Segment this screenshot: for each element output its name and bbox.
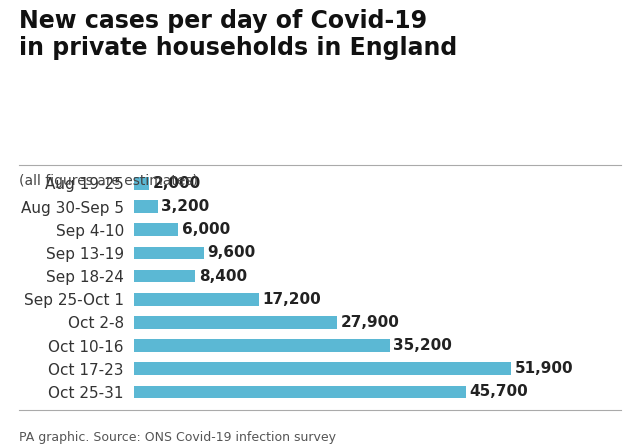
Text: 27,900: 27,900	[340, 315, 399, 330]
Bar	[134, 177, 149, 190]
Text: New cases per day of Covid-19
in private households in England: New cases per day of Covid-19 in private…	[19, 9, 458, 60]
Bar	[134, 223, 178, 236]
Text: 45,700: 45,700	[470, 384, 528, 400]
Bar	[134, 363, 511, 375]
Text: 2,000: 2,000	[152, 176, 201, 191]
Bar	[134, 386, 466, 398]
Bar	[134, 293, 259, 306]
Text: 8,400: 8,400	[199, 268, 247, 284]
Text: 9,600: 9,600	[207, 245, 256, 260]
Bar	[134, 200, 157, 213]
Text: 3,200: 3,200	[161, 199, 209, 214]
Bar	[134, 316, 337, 329]
Text: (all figures are estimates): (all figures are estimates)	[19, 174, 198, 188]
Bar	[134, 270, 195, 282]
Text: PA graphic. Source: ONS Covid-19 infection survey: PA graphic. Source: ONS Covid-19 infecti…	[19, 431, 336, 444]
Bar	[134, 339, 390, 352]
Text: 17,200: 17,200	[263, 292, 321, 307]
Text: 35,200: 35,200	[394, 338, 452, 353]
Text: 6,000: 6,000	[182, 222, 230, 237]
Text: 51,900: 51,900	[515, 361, 573, 376]
Bar	[134, 247, 204, 259]
